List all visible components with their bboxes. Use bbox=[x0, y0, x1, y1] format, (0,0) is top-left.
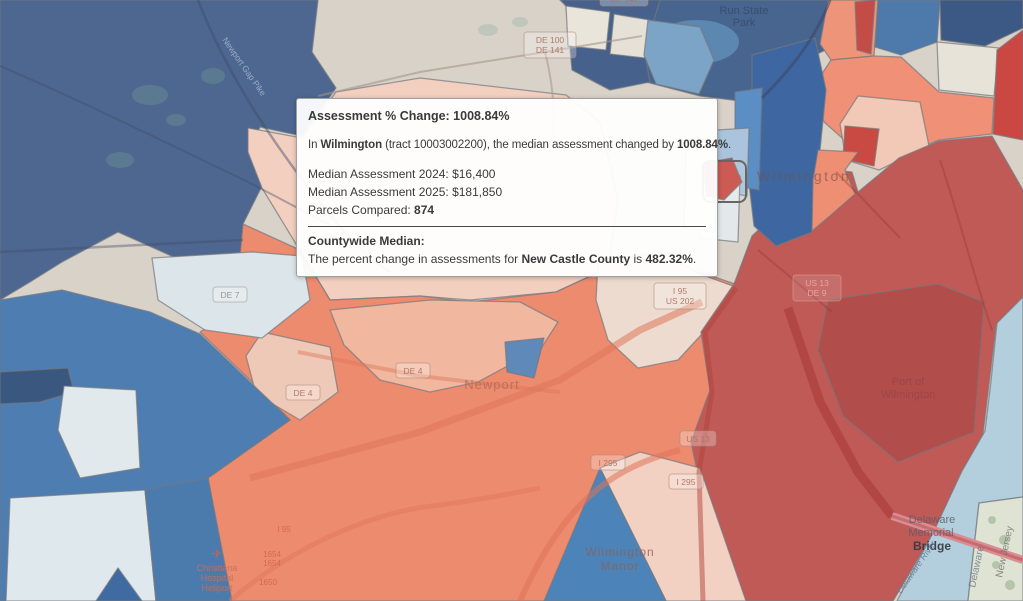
wilmington-manor-label-1: Wilmington bbox=[585, 545, 654, 559]
state-park-label-1: Run State bbox=[720, 5, 769, 17]
tooltip-median-2024: Median Assessment 2024: $16,400 bbox=[308, 167, 496, 181]
tooltip-divider bbox=[308, 226, 706, 227]
road-line bbox=[760, 0, 832, 100]
tract-port-darker-red[interactable] bbox=[817, 283, 985, 463]
tract-top-right-navy[interactable] bbox=[939, 0, 1023, 47]
sentence-post: . bbox=[727, 139, 732, 151]
tract-southwest-blue-wedge[interactable] bbox=[144, 477, 233, 601]
tract-top-right-bright-red[interactable] bbox=[992, 29, 1023, 141]
exit-number: 1654 bbox=[263, 550, 281, 559]
countywide-mid: is bbox=[630, 252, 646, 266]
tract-southwest-pale-a[interactable] bbox=[57, 385, 141, 479]
road-line bbox=[317, 35, 643, 97]
tract-manor-blue-wedge[interactable] bbox=[543, 467, 667, 601]
bridge-label-3: Bridge bbox=[913, 539, 951, 553]
heliport-label-3: Heliport bbox=[201, 583, 233, 593]
tooltip-countywide-sentence: The percent change in assessments for Ne… bbox=[308, 251, 706, 267]
parcels-label: Parcels Compared: bbox=[308, 203, 415, 217]
shield-text: US 13 bbox=[805, 278, 829, 288]
countywide-county: New Castle County bbox=[521, 252, 631, 266]
tract-wilmington-east-salmon[interactable] bbox=[811, 149, 859, 232]
shield-text: DE 4 bbox=[294, 388, 313, 398]
shield-text: DE 9 bbox=[808, 288, 827, 298]
countywide-value: 482.32% bbox=[645, 252, 693, 266]
road-line bbox=[757, 171, 901, 313]
sentence-mid: (tract 10003002200), the median assessme… bbox=[382, 139, 677, 151]
shield-de4-west: DE 4 bbox=[395, 362, 431, 379]
tract-southwest-pale-b[interactable] bbox=[5, 489, 157, 601]
state-park-label-2: Park bbox=[733, 17, 756, 29]
tract-bottom-blue-strip[interactable] bbox=[95, 567, 143, 601]
sentence-value: 1008.84% bbox=[676, 139, 728, 151]
port-of-wilmington-label-2: Wilmington bbox=[881, 389, 935, 401]
countywide-pre: The percent change in assessments for bbox=[308, 252, 522, 266]
tract-newport-blue-small[interactable] bbox=[504, 337, 545, 379]
shield-text: DE 7 bbox=[221, 290, 240, 300]
shield-text: US 202 bbox=[666, 296, 695, 306]
memorial-bridge-road-core bbox=[891, 514, 1023, 562]
shield-text: I 295 bbox=[677, 477, 696, 487]
tooltip-parcels: Parcels Compared: 874 bbox=[308, 202, 706, 218]
road-us13 bbox=[696, 286, 739, 601]
tooltip-heading: Assessment % Change: 1008.84% bbox=[308, 109, 510, 123]
shield-text: I 95 bbox=[673, 286, 687, 296]
shield-i295-a: I 295 bbox=[590, 454, 626, 471]
park-greenery bbox=[106, 17, 1015, 590]
countywide-post: . bbox=[692, 252, 697, 266]
shield-de4-east: DE 4 bbox=[285, 384, 321, 401]
shield-text: DE 141 bbox=[536, 45, 565, 55]
highway-i295 bbox=[517, 447, 681, 601]
tract-top-right-blue[interactable] bbox=[874, 0, 941, 56]
shield-de141-top: DE 141 bbox=[599, 0, 649, 7]
tract-de7-pale[interactable] bbox=[151, 251, 311, 339]
tooltip-median-2025: Median Assessment 2025: $181,850 bbox=[308, 185, 503, 199]
tooltip-countywide-heading: Countywide Median: bbox=[308, 234, 425, 248]
tract-west-navy-sliver[interactable] bbox=[0, 367, 75, 405]
shield-text: I 295 bbox=[599, 458, 618, 468]
shield-de100-de141: DE 100 DE 141 bbox=[523, 31, 577, 59]
tract-light-blue-top[interactable] bbox=[643, 19, 715, 95]
heliport-label-1: Christiana bbox=[197, 563, 238, 573]
airplane-icon: ✈ bbox=[212, 546, 223, 561]
tract-cream-a[interactable] bbox=[565, 5, 611, 51]
road-de4 bbox=[297, 350, 561, 394]
road-line bbox=[939, 159, 993, 331]
bridge-label-2: Memorial bbox=[908, 527, 953, 539]
sentence-pre: In bbox=[308, 139, 321, 151]
wilmington-manor-label-2: Manor bbox=[600, 559, 639, 573]
tract-northwest-dark-blue[interactable] bbox=[0, 0, 337, 301]
tract-top-right-cream[interactable] bbox=[936, 41, 1000, 97]
shield-us13: US 13 bbox=[679, 430, 717, 447]
bridge-label-1: Delaware bbox=[909, 514, 955, 526]
shield-i95-us202: I 95 US 202 bbox=[653, 282, 707, 310]
shield-text: US 13 bbox=[686, 434, 710, 444]
exit-number: 1654 bbox=[263, 559, 281, 568]
shield-text: DE 141 bbox=[610, 0, 639, 4]
bridge-approach bbox=[783, 306, 896, 519]
tooltip-sentence: In Wilmington (tract 10003002200), the m… bbox=[308, 137, 731, 153]
road-line bbox=[0, 238, 244, 254]
road-line bbox=[228, 485, 541, 601]
newport-label: Newport bbox=[464, 377, 519, 392]
exit-number: 1650 bbox=[259, 578, 277, 587]
tract-top-right-red-sliver[interactable] bbox=[854, 0, 876, 55]
shield-text: DE 4 bbox=[404, 366, 423, 376]
assessment-tooltip: Assessment % Change: 1008.84% In Wilming… bbox=[296, 98, 731, 277]
shield-de7: DE 7 bbox=[212, 286, 248, 303]
port-of-wilmington-label-1: Port of bbox=[892, 376, 925, 388]
highway-i95 bbox=[249, 298, 704, 482]
wilmington-label: Wilmington bbox=[757, 168, 851, 184]
shield-i295-b: I 295 bbox=[668, 473, 704, 490]
sentence-city: Wilmington bbox=[320, 139, 383, 151]
route-shields: DE 100 DE 141 DE 141 I 95 US 202 US 13 D… bbox=[212, 0, 842, 587]
shield-text: DE 100 bbox=[536, 35, 565, 45]
shield-us13-de9: US 13 DE 9 bbox=[792, 274, 842, 302]
parcels-value: 874 bbox=[414, 203, 435, 217]
tract-newport-west-pale[interactable] bbox=[245, 331, 339, 421]
heliport-label-2: Hospital bbox=[201, 573, 234, 583]
shield-i95-small: I 95 bbox=[277, 525, 291, 534]
